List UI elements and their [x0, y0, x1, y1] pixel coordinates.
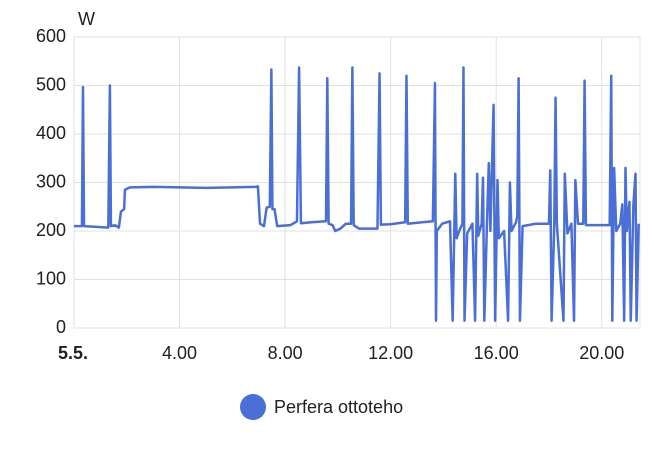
y-axis-label: W — [78, 9, 95, 29]
y-tick-label: 600 — [36, 26, 66, 46]
x-tick-label: 16.00 — [474, 343, 519, 363]
y-tick-label: 400 — [36, 123, 66, 143]
y-tick-label: 500 — [36, 74, 66, 94]
x-tick-label: 5.5. — [58, 343, 88, 363]
x-tick-label: 8.00 — [268, 343, 303, 363]
y-tick-label: 0 — [56, 317, 66, 337]
x-tick-label: 4.00 — [162, 343, 197, 363]
y-tick-label: 100 — [36, 268, 66, 288]
x-tick-label: 20.00 — [579, 343, 624, 363]
x-tick-label: 12.00 — [368, 343, 413, 363]
y-tick-label: 300 — [36, 171, 66, 191]
legend-marker — [240, 394, 266, 420]
series-line — [74, 66, 640, 322]
y-tick-label: 200 — [36, 220, 66, 240]
legend-label: Perfera ottoteho — [274, 397, 403, 417]
